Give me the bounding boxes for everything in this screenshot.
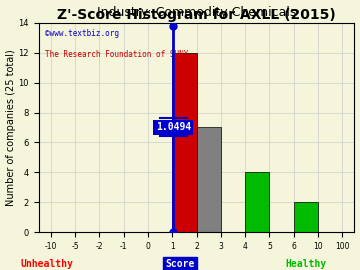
Text: The Research Foundation of SUNY: The Research Foundation of SUNY	[45, 50, 188, 59]
Text: Unhealthy: Unhealthy	[21, 259, 73, 269]
Text: ©www.textbiz.org: ©www.textbiz.org	[45, 29, 119, 38]
Text: 1.0494: 1.0494	[156, 123, 191, 133]
Title: Z'-Score Histogram for AXLL (2015): Z'-Score Histogram for AXLL (2015)	[57, 8, 336, 22]
Text: Score: Score	[165, 259, 195, 269]
Text: Industry: Commodity Chemicals: Industry: Commodity Chemicals	[97, 5, 296, 19]
Bar	[245, 172, 269, 232]
Bar	[172, 53, 197, 232]
Bar	[294, 202, 318, 232]
Y-axis label: Number of companies (25 total): Number of companies (25 total)	[5, 49, 15, 206]
Text: Healthy: Healthy	[285, 259, 327, 269]
Bar	[197, 127, 221, 232]
